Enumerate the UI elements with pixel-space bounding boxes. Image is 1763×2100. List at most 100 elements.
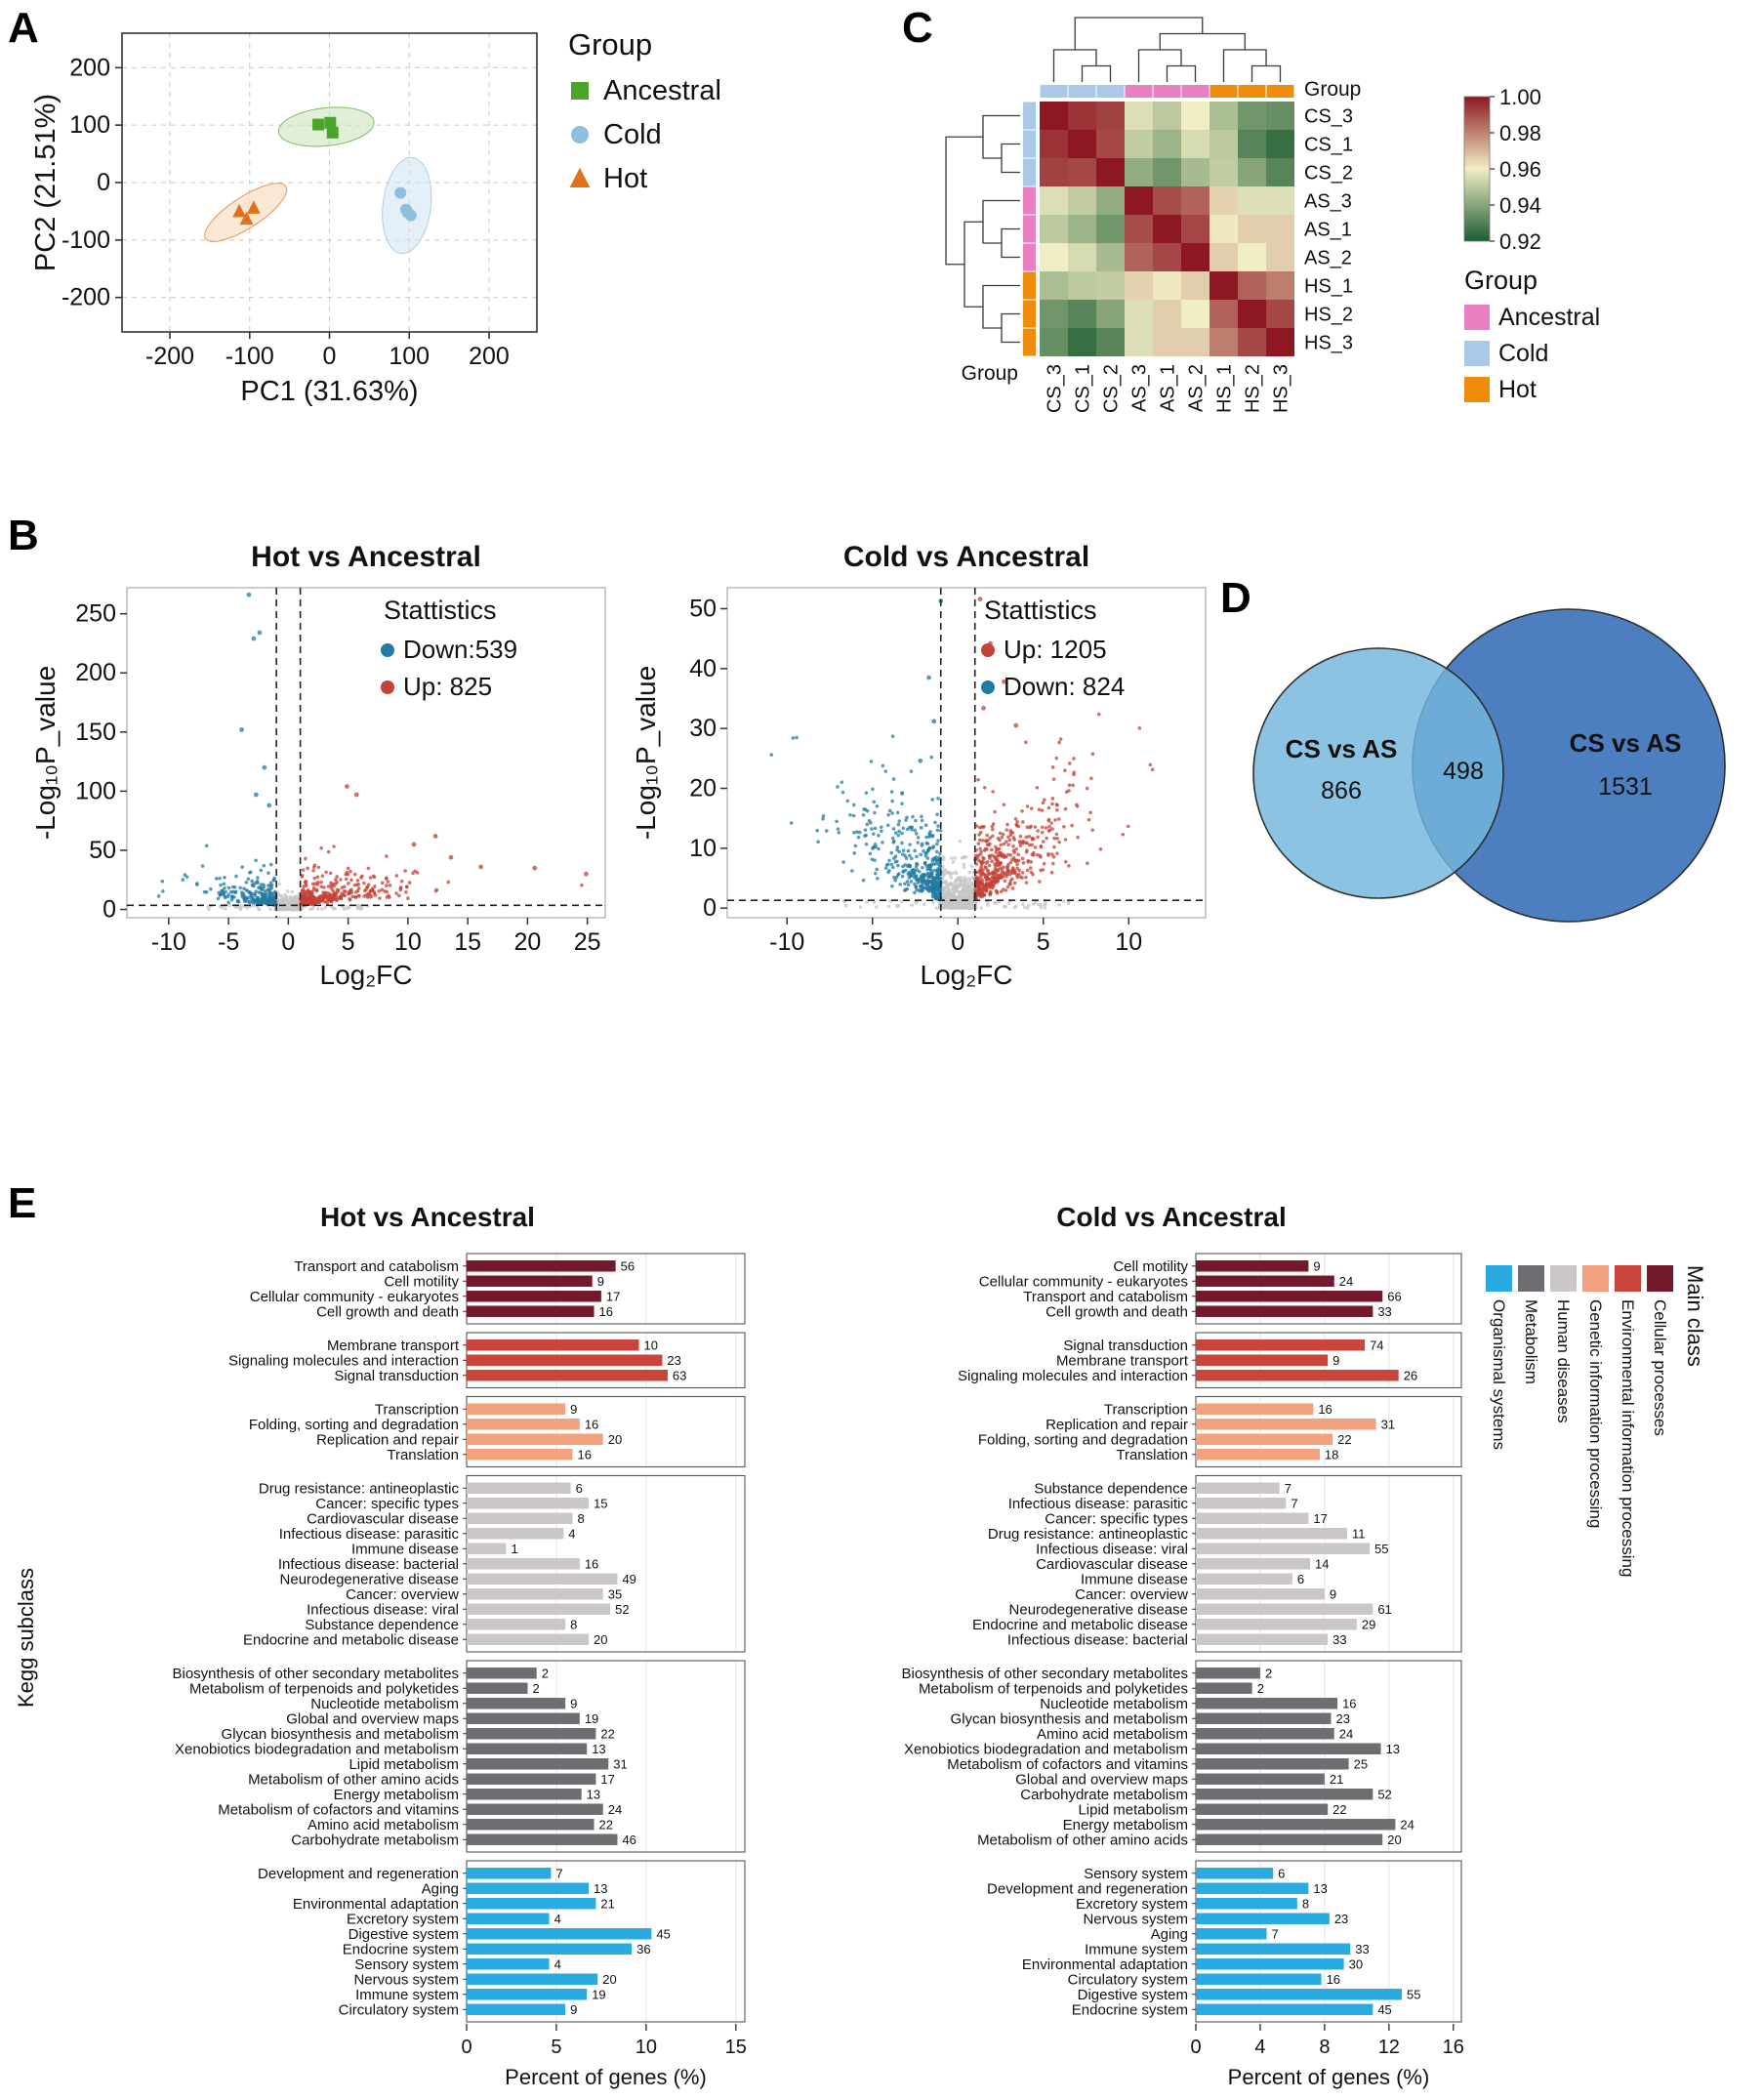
heatmap-row-label: CS_2	[1304, 163, 1353, 185]
pca-legend-title: Group	[568, 27, 652, 62]
svg-text:30: 30	[689, 715, 717, 742]
kegg-bar	[1196, 1989, 1403, 2000]
kegg-bar-count: 2	[1265, 1666, 1272, 1680]
kegg-bar	[1196, 1833, 1383, 1845]
square-marker	[326, 126, 339, 139]
kegg-row-label: Cancer: overview	[346, 1586, 459, 1603]
kegg-group-frame	[466, 1395, 746, 1468]
kegg-bar	[1196, 1958, 1344, 1970]
heatmap-row-label: CS_1	[1304, 135, 1353, 156]
kegg-row-label: Metabolism of cofactors and vitamins	[218, 1801, 459, 1818]
pca-scatter-plot: -200 -200 -100 -100 0 0 100 100 200 200 PC1 (31.63…	[30, 27, 721, 407]
kegg-row-label: Drug resistance: antineoplastic	[259, 1480, 460, 1497]
svg-text:250: 250	[75, 600, 116, 628]
kegg-bar-count: 36	[636, 1942, 650, 1956]
svg-text:150: 150	[75, 719, 116, 746]
mainclass-label: Metabolism	[1522, 1299, 1540, 1384]
svg-text:0: 0	[281, 928, 295, 956]
kegg-bar-count: 11	[1352, 1526, 1366, 1541]
kegg-row-label: Cardiovascular disease	[307, 1510, 459, 1527]
panel-c-label: C	[902, 4, 933, 52]
kegg-bar-count: 13	[1313, 1881, 1327, 1896]
kegg-row-label: Lipid metabolism	[1078, 1801, 1188, 1818]
kegg-bar	[1196, 1882, 1309, 1894]
kegg-row-label: Transport and catabolism	[294, 1258, 459, 1275]
mainclass-legend-title: Main class	[1683, 1265, 1707, 1367]
kegg-bar	[467, 1773, 596, 1785]
heatmap-group-annotation	[1023, 85, 1294, 356]
mainclass-label: Environmental information processing	[1619, 1299, 1637, 1578]
heatmap-row-label: AS_3	[1304, 191, 1352, 213]
kegg-bar	[1196, 1528, 1347, 1540]
kegg-row-label: Cell growth and death	[1046, 1303, 1188, 1320]
svg-text:5: 5	[551, 2037, 561, 2058]
kegg-bar-count: 19	[585, 1711, 598, 1726]
kegg-bar	[467, 1528, 564, 1540]
kegg-row-label: Infectious disease: parasitic	[1008, 1496, 1189, 1512]
heatmap-row-label: AS_2	[1304, 248, 1352, 269]
kegg-row-label: Immune disease	[351, 1541, 459, 1557]
kegg-bar-count: 21	[1330, 1772, 1343, 1787]
svg-text:12: 12	[1378, 2037, 1400, 2058]
svg-text:15: 15	[454, 928, 481, 956]
kegg-bar	[1196, 1354, 1329, 1366]
kegg-bar	[1196, 1419, 1376, 1430]
kegg-bar	[467, 1803, 603, 1815]
kegg-row-label: Substance dependence	[305, 1617, 459, 1633]
correlation-heatmap: Group Group CS_3 CS_3 CS_1 CS_1 CS_2 CS_2 AS_3 AS…	[945, 17, 1600, 413]
svg-text:0: 0	[1190, 2037, 1201, 2058]
mainclass-swatch	[1647, 1265, 1673, 1292]
kegg-bar	[1196, 1913, 1330, 1924]
svg-text:0: 0	[461, 2037, 472, 2058]
kegg-bar-count: 52	[1377, 1787, 1391, 1801]
kegg-row-label: Transport and catabolism	[1023, 1289, 1188, 1305]
kegg-bar-count: 6	[1278, 1866, 1285, 1880]
kegg-x-axis-label: Percent of genes (%)	[505, 2065, 707, 2089]
kegg-bar	[1196, 1573, 1292, 1585]
kegg-bar	[467, 1682, 528, 1694]
kegg-bar	[1196, 1260, 1309, 1272]
kegg-bar-count: 13	[1386, 1742, 1400, 1756]
kegg-row-label: Excretory system	[1076, 1896, 1188, 1913]
heatmap-col-label: AS_3	[1129, 364, 1151, 412]
svg-text:0: 0	[951, 928, 964, 956]
group-legend-swatch	[1464, 341, 1490, 366]
svg-text:-10: -10	[769, 928, 804, 956]
kegg-row-label: Digestive system	[348, 1926, 459, 1943]
mainclass-legend-item: Cellular processes	[1647, 1265, 1673, 1436]
kegg-bar-count: 22	[600, 1726, 614, 1741]
kegg-bar-count: 63	[673, 1368, 686, 1382]
kegg-bar-count: 4	[554, 1912, 561, 1926]
kegg-bar-count: 2	[533, 1681, 540, 1696]
kegg-bar-count: 16	[577, 1447, 591, 1462]
kegg-row-label: Endocrine system	[1072, 2001, 1188, 2018]
svg-text:-100: -100	[62, 226, 110, 254]
dendrogram-branch	[1074, 17, 1204, 50]
kegg-row-label: Neurodegenerative disease	[1009, 1601, 1188, 1618]
kegg-bar	[1196, 1819, 1396, 1831]
heatmap-col-label: CS_2	[1101, 364, 1123, 413]
kegg-bar-count: 1	[511, 1542, 517, 1556]
kegg-row-label: Amino acid metabolism	[1037, 1726, 1188, 1743]
dendrogram-branch	[1166, 64, 1197, 82]
group-legend-swatch	[1464, 305, 1490, 330]
kegg-bar-count: 16	[585, 1417, 598, 1431]
kegg-bar-count: 8	[1302, 1896, 1309, 1911]
kegg-bar	[467, 1558, 580, 1570]
svg-text:0: 0	[97, 169, 110, 196]
kegg-row-label: Metabolism of terpenoids and polyketides	[189, 1680, 459, 1697]
kegg-row-label: Endocrine and metabolic disease	[243, 1631, 459, 1648]
kegg-bar	[467, 1573, 618, 1585]
panel-a-label: A	[8, 4, 39, 52]
colorbar-tick-label: 0.92	[1499, 229, 1541, 254]
svg-text:10: 10	[636, 2037, 657, 2058]
volcano-y-axis-label: -Log₁₀P_value	[631, 666, 661, 840]
svg-text:0: 0	[102, 896, 116, 924]
panel-b-label: B	[8, 512, 39, 559]
kegg-bar-count: 55	[1407, 1987, 1420, 2001]
kegg-bar	[467, 1698, 566, 1709]
kegg-bar	[1196, 1403, 1314, 1415]
svg-text:-5: -5	[218, 928, 239, 956]
kegg-row-label: Nervous system	[1083, 1911, 1188, 1927]
kegg-bar	[1196, 1558, 1311, 1570]
